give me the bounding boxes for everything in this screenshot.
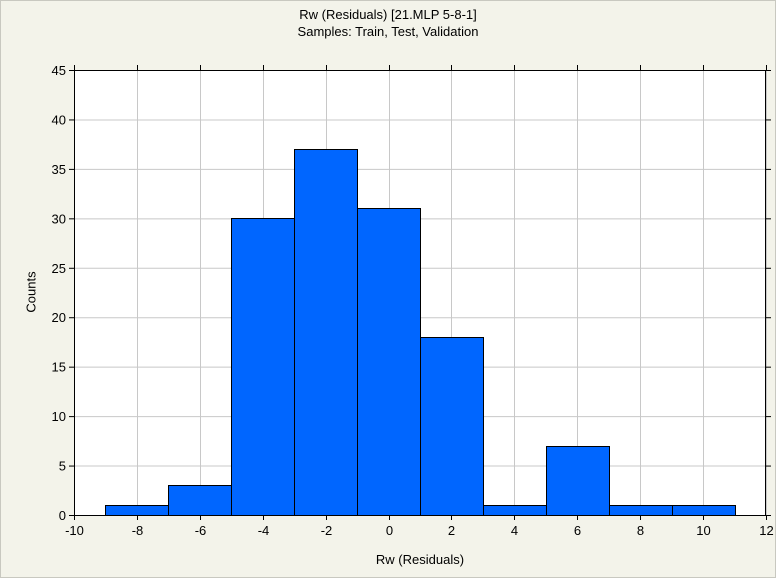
y-tick-label: 45 xyxy=(52,63,66,78)
chart-title: Rw (Residuals) [21.MLP 5-8-1] xyxy=(299,7,477,22)
y-tick-label: 5 xyxy=(59,459,66,474)
x-tick-label: -10 xyxy=(65,523,84,538)
x-axis-label: Rw (Residuals) xyxy=(375,552,465,567)
y-tick-label: 25 xyxy=(52,261,66,276)
histogram-bar xyxy=(420,337,484,516)
histogram-bar xyxy=(672,505,736,516)
histogram-bar xyxy=(609,505,673,516)
x-tick-label: 0 xyxy=(386,523,393,538)
x-tick-label: 10 xyxy=(696,523,710,538)
x-tick-label: -8 xyxy=(132,523,144,538)
x-tick-label: 4 xyxy=(511,523,518,538)
histogram-bar xyxy=(546,446,610,516)
y-tick-label: 0 xyxy=(59,508,66,523)
x-tick-label: -4 xyxy=(258,523,270,538)
x-tick-label: 8 xyxy=(637,523,644,538)
y-tick-label: 15 xyxy=(52,360,66,375)
histogram-bar xyxy=(483,505,547,516)
histogram-bar xyxy=(105,505,169,516)
histogram-bar xyxy=(231,218,295,516)
y-tick-label: 40 xyxy=(52,112,66,127)
x-tick-label: 12 xyxy=(759,523,773,538)
y-tick-label: 30 xyxy=(52,211,66,226)
x-tick-label: 2 xyxy=(448,523,455,538)
x-tick-label: -6 xyxy=(195,523,207,538)
chart-subtitle: Samples: Train, Test, Validation xyxy=(297,24,479,39)
histogram-bar xyxy=(357,208,421,516)
plot-border xyxy=(74,70,766,516)
histogram-bar xyxy=(294,149,358,516)
y-tick-label: 35 xyxy=(52,162,66,177)
x-tick-label: 6 xyxy=(574,523,581,538)
histogram-bar xyxy=(168,485,232,516)
x-tick-label: -2 xyxy=(321,523,333,538)
y-tick-label: 20 xyxy=(52,310,66,325)
y-tick-label: 10 xyxy=(52,409,66,424)
